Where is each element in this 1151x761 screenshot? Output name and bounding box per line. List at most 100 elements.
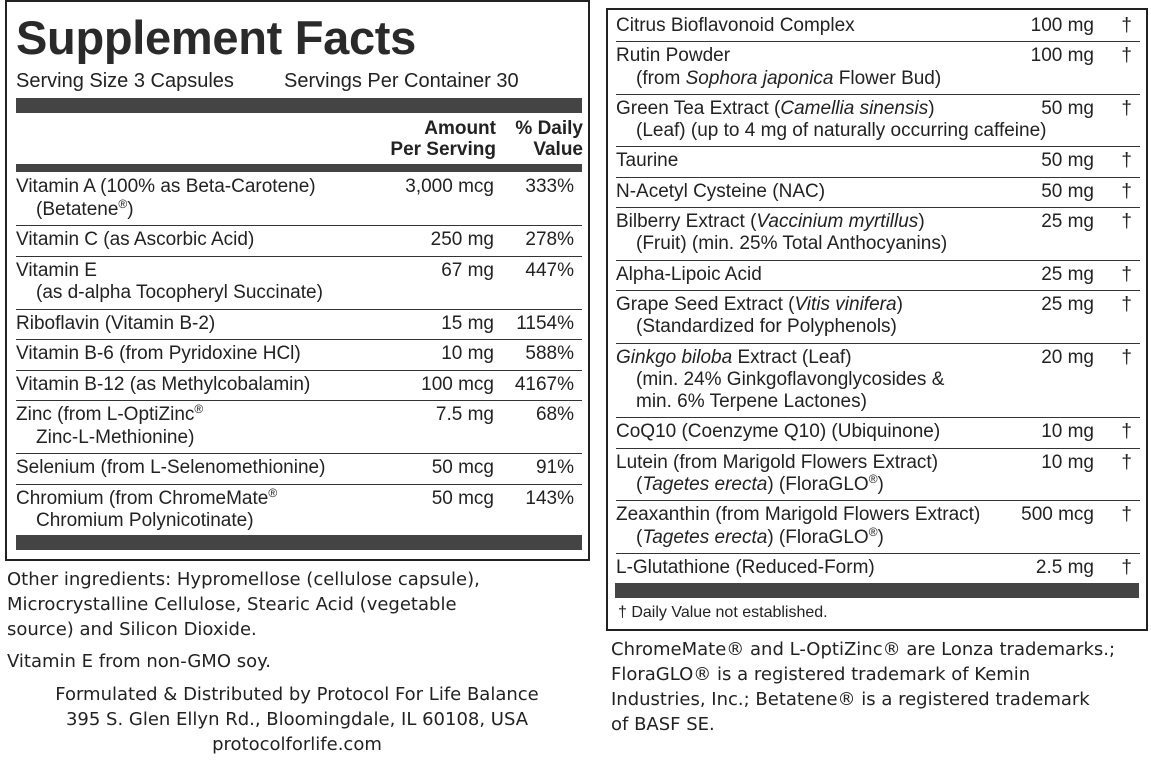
- ingredient-row: Ginkgo biloba Extract (Leaf) (min. 24% Gi…: [616, 344, 1140, 419]
- dagger: †: [1121, 180, 1132, 202]
- text: (: [636, 526, 643, 548]
- amount: 50 mg: [1041, 180, 1094, 202]
- nutrient-row: Selenium (from L-Selenomethionine) 50 mcg…: [16, 454, 582, 485]
- amount: 50 mcg: [431, 487, 494, 509]
- text: CoQ10 (Coenzyme Q10) (Ubiquinone): [616, 421, 941, 443]
- text: ): [877, 526, 884, 548]
- daily-value: 4167%: [514, 373, 574, 395]
- amount: 25 mg: [1041, 211, 1094, 233]
- nutrient-row: Riboflavin (Vitamin B-2) 15 mg 1154%: [16, 310, 582, 340]
- amount: 10 mg: [1041, 451, 1094, 473]
- supplement-facts-panel: Supplement Facts Serving Size 3 Capsules…: [5, 0, 590, 561]
- amount: 50 mcg: [431, 457, 494, 478]
- amount: 10 mg: [1041, 421, 1094, 443]
- text: Vitamin B-6 (from Pyridoxine HCl): [16, 343, 301, 364]
- text: Zinc (from L-OptiZinc: [16, 404, 195, 425]
- superscript: ®: [868, 472, 878, 487]
- name-line: Grape Seed Extract (Vitis vinifera): [616, 294, 1140, 316]
- text-line: of BASF SE.: [611, 714, 715, 735]
- text: Green Tea Extract (: [616, 97, 781, 119]
- text: Rutin Powder: [616, 45, 731, 67]
- nutrient-list: Vitamin A (100% as Beta-Carotene) (Betate…: [16, 173, 582, 537]
- text: Alpha-Lipoic Acid: [616, 263, 762, 285]
- name-line: (from Sophora japonica Flower Bud): [616, 68, 1140, 90]
- ingredient-list: Citrus Bioflavonoid Complex 100 mg † Rutin …: [616, 12, 1140, 583]
- superscript: ®: [868, 524, 878, 539]
- daily-value: 333%: [525, 176, 574, 197]
- text: Taurine: [616, 150, 679, 172]
- name-line: (Fruit) (min. 25% Total Anthocyanins): [616, 233, 1140, 255]
- name-line: (Leaf) (up to 4 mg of naturally occurrin…: [616, 120, 1140, 142]
- header-line: Value: [533, 139, 583, 160]
- text: Vitamin C (as Ascorbic Acid): [16, 229, 255, 250]
- name-line: CoQ10 (Coenzyme Q10) (Ubiquinone): [616, 421, 1140, 443]
- name-line: Green Tea Extract (Camellia sinensis): [616, 98, 1140, 120]
- text: (Leaf) (up to 4 mg of naturally occurrin…: [636, 120, 1047, 142]
- amount: 100 mg: [1030, 45, 1094, 67]
- text-line: Industries, Inc.; Betatene® is a registe…: [611, 689, 1090, 710]
- italic-text: Sophora japonica: [685, 67, 834, 89]
- ingredient-row: L-Glutathione (Reduced-Form) 2.5 mg †: [616, 554, 1140, 583]
- text: (Fruit) (min. 25% Total Anthocyanins): [636, 233, 948, 255]
- text: (as d-alpha Tocopheryl Succinate): [36, 282, 323, 303]
- text: (Standardized for Polyphenols): [636, 316, 897, 338]
- daily-value: 278%: [525, 229, 574, 250]
- text: Vitamin E: [16, 259, 97, 281]
- name-line: Chromium Polynicotinate): [16, 510, 582, 533]
- name-line: Vitamin E: [16, 260, 582, 283]
- header-line: Amount: [424, 118, 496, 139]
- text: Vitamin B-12 (as Methylcobalamin): [16, 373, 311, 395]
- text: Bilberry Extract (: [616, 211, 757, 233]
- superscript: ®: [268, 485, 278, 500]
- text: ): [896, 293, 903, 315]
- name-line: Alpha-Lipoic Acid: [616, 264, 1140, 286]
- amount: 25 mg: [1041, 263, 1094, 285]
- amount: 100 mg: [1030, 15, 1094, 36]
- text: Selenium (from L-Selenomethionine): [16, 457, 326, 478]
- name-line: Chromium (from ChromeMate®: [16, 485, 582, 511]
- name-line: Vitamin C (as Ascorbic Acid): [16, 229, 582, 252]
- name-line: (Betatene®): [16, 196, 582, 222]
- ingredient-row: Lutein (from Marigold Flowers Extract) (T…: [616, 449, 1140, 502]
- nutrient-row: Vitamin B-6 (from Pyridoxine HCl) 10 mg 58…: [16, 340, 582, 371]
- text-line: 395 S. Glen Ellyn Rd., Bloomingdale, IL …: [65, 709, 529, 730]
- text: L-Glutathione (Reduced-Form): [616, 556, 875, 578]
- text: ): [918, 211, 925, 233]
- dagger: †: [1121, 421, 1132, 443]
- header-line: Per Serving: [390, 139, 496, 160]
- amount: 67 mg: [441, 259, 494, 281]
- name-line: Zinc-L-Methionine): [16, 427, 582, 450]
- header-line: % Daily: [515, 118, 583, 139]
- name-line: Rutin Powder: [616, 45, 1140, 67]
- text-line: protocolforlife.com: [212, 734, 382, 755]
- name-line: Vitamin B-6 (from Pyridoxine HCl): [16, 343, 582, 366]
- thick-rule: [615, 583, 1139, 598]
- other-ingredients: Other ingredients: Hypromellose (cellulo…: [7, 567, 480, 642]
- text: Lutein (from Marigold Flowers Extract): [616, 451, 939, 473]
- name-line: Zeaxanthin (from Marigold Flowers Extrac…: [616, 504, 1140, 526]
- name-line: Bilberry Extract (Vaccinium myrtillus): [616, 211, 1140, 233]
- text: Extract (Leaf): [732, 346, 852, 368]
- amount: 15 mg: [441, 312, 494, 334]
- trademarks: ChromeMate® and L-OptiZinc® are Lonza tr…: [611, 637, 1115, 737]
- amount: 10 mg: [441, 343, 494, 364]
- dagger: †: [1121, 97, 1132, 119]
- superscript: ®: [118, 196, 128, 211]
- dagger: †: [1121, 451, 1132, 473]
- text: min. 6% Terpene Lactones): [636, 391, 867, 413]
- ingredient-row: Grape Seed Extract (Vitis vinifera) (Stan…: [616, 291, 1140, 344]
- nutrient-row: Vitamin E (as d-alpha Tocopheryl Succinat…: [16, 257, 582, 310]
- daily-value: 1154%: [516, 312, 574, 334]
- amount: 3,000 mcg: [405, 176, 494, 197]
- name-line: Ginkgo biloba Extract (Leaf): [616, 347, 1140, 369]
- name-line: (Standardized for Polyphenols): [616, 316, 1140, 338]
- daily-value: 68%: [535, 404, 574, 425]
- text: Chromium (from ChromeMate: [16, 487, 269, 509]
- dagger: †: [1121, 15, 1132, 36]
- name-line: L-Glutathione (Reduced-Form): [616, 557, 1140, 579]
- ingredient-row: Rutin Powder (from Sophora japonica Flowe…: [616, 42, 1140, 95]
- daily-value: 143%: [525, 487, 574, 509]
- text-line: Other ingredients: Hypromellose (cellulo…: [7, 569, 480, 590]
- name-line: (Tagetes erecta) (FloraGLO®): [616, 524, 1140, 549]
- daily-value-header: % Daily Value: [515, 118, 583, 160]
